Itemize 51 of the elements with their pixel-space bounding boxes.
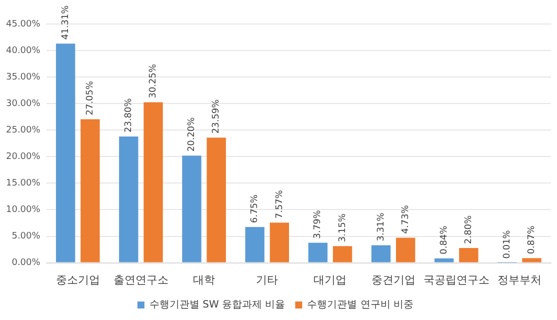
data-label: 23.80% [124, 98, 134, 132]
y-tick-label: 35.00% [6, 72, 41, 82]
bar [396, 238, 416, 262]
bar [206, 138, 226, 262]
x-tick-label: 대기업 [314, 273, 347, 286]
data-label: 23.59% [212, 98, 222, 134]
x-tick-label: 중소기업 [56, 273, 100, 286]
y-tick-label: 0.00% [12, 258, 41, 268]
data-label: 0.84% [439, 225, 450, 254]
data-label: 20.20% [187, 116, 198, 152]
bar [332, 246, 352, 262]
bar [119, 136, 138, 262]
bar [144, 102, 163, 262]
bar [245, 226, 264, 262]
legend-label: 수행기관별 연구비 비중 [307, 300, 414, 311]
data-label: 0.01% [502, 230, 512, 259]
x-tick-label: 기타 [256, 273, 278, 286]
data-label: 6.75% [250, 194, 260, 223]
bar [522, 258, 542, 262]
y-tick-label: 5.00% [12, 232, 41, 242]
bar [434, 258, 454, 262]
bar [308, 242, 328, 262]
data-label: 3.31% [376, 212, 386, 242]
bar [371, 245, 391, 262]
x-tick-label: 정부부처 [497, 273, 542, 286]
bar [80, 119, 100, 262]
y-tick-label: 10.00% [6, 205, 41, 216]
bar [459, 248, 478, 262]
y-tick-label: 45.00% [6, 19, 41, 30]
x-tick-label: 중견기업 [371, 273, 416, 286]
data-label: 27.05% [86, 80, 96, 116]
legend-label: 수행기관별 SW 융합과제 비율 [149, 300, 286, 311]
y-tick-label: 40.00% [6, 46, 41, 56]
data-label: 3.15% [338, 213, 348, 242]
y-tick-label: 30.00% [6, 98, 41, 109]
bar [56, 44, 76, 262]
bar [270, 222, 290, 262]
bar [182, 156, 202, 262]
data-label: 2.80% [464, 214, 474, 244]
data-label: 7.57% [274, 190, 285, 219]
data-label: 30.25% [148, 64, 159, 98]
y-tick-label: 25.00% [6, 125, 41, 136]
y-tick-label: 20.00% [6, 152, 41, 162]
data-label: 4.73% [400, 204, 411, 234]
data-label: 41.31% [60, 4, 71, 40]
data-label: 3.79% [313, 210, 324, 239]
x-tick-label: 출연연구소 [113, 273, 168, 286]
x-tick-label: 국공립연구소 [423, 273, 490, 286]
y-tick-label: 15.00% [6, 178, 41, 189]
data-label: 0.87% [527, 225, 538, 254]
x-tick-label: 대학 [193, 273, 216, 286]
